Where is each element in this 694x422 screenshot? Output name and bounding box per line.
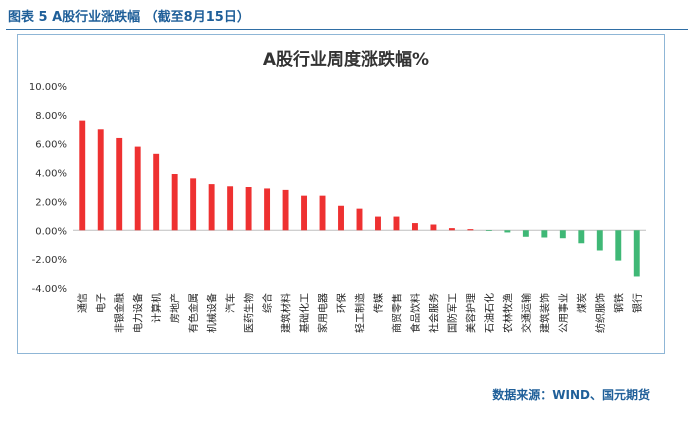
bar <box>116 137 123 231</box>
x-tick-label: 计算机 <box>150 293 163 323</box>
x-tick-label: 综合 <box>261 293 274 313</box>
x-tick-label: 建筑装饰 <box>538 293 551 333</box>
bar <box>301 195 308 231</box>
x-tick-label: 钢铁 <box>612 293 625 313</box>
bar <box>227 186 234 231</box>
bar <box>171 174 178 231</box>
x-tick-label: 基础化工 <box>298 293 311 333</box>
bar <box>467 229 474 231</box>
chart-title: A股行业周度涨跌幅% <box>263 49 429 70</box>
x-tick-label: 医药生物 <box>243 293 256 333</box>
bar <box>596 230 603 251</box>
bar <box>79 120 86 231</box>
bar <box>411 223 418 231</box>
x-tick-label: 银行 <box>631 293 644 313</box>
bar <box>208 184 215 231</box>
caption-rule <box>6 29 688 30</box>
bar <box>430 224 437 231</box>
x-tick-label: 传媒 <box>373 293 385 313</box>
x-tick-label: 电力设备 <box>132 293 145 333</box>
x-tick-label: 石油石化 <box>483 293 496 333</box>
bar <box>319 195 326 231</box>
x-tick-label: 农林牧渔 <box>501 293 514 333</box>
bar <box>338 205 344 231</box>
y-tick-label: 8.00% <box>35 111 67 122</box>
y-tick-label: 6.00% <box>35 140 67 151</box>
x-tick-label: 建筑材料 <box>280 293 293 333</box>
x-tick-label: 通信 <box>77 293 89 313</box>
x-tick-label: 汽车 <box>224 293 237 313</box>
bar <box>356 208 363 231</box>
bar <box>559 230 566 239</box>
x-tick-label: 食品饮料 <box>409 293 422 333</box>
x-tick-label: 煤炭 <box>575 293 588 313</box>
bar <box>485 230 492 232</box>
bar <box>522 230 529 237</box>
bar <box>615 230 622 261</box>
x-axis-labels: 通信 电子 非银金融 电力设备 计算机 房地产 有色金属 机械设备 汽车 医药生物 综合 建筑材料 基础… <box>77 293 644 333</box>
y-tick-label: -2.00% <box>32 255 67 266</box>
y-tick-label: 0.00% <box>35 226 67 237</box>
bar <box>97 129 104 231</box>
bar <box>134 146 141 231</box>
bar-chart: A股行业周度涨跌幅% -4.00% -2.00% 0.00% 2.00% 4.00% 6.… <box>29 49 646 333</box>
y-tick-label: 2.00% <box>35 197 67 208</box>
figure-caption: 图表 5 A股行业涨跌幅 （截至8月15日） <box>8 10 250 25</box>
bar <box>190 178 197 231</box>
chart-frame: A股行业周度涨跌幅% -4.00% -2.00% 0.00% 2.00% 4.00% 6.… <box>17 34 665 354</box>
x-tick-label: 国防军工 <box>446 293 459 333</box>
bar <box>153 153 160 231</box>
x-tick-label: 轻工制造 <box>354 293 367 333</box>
bar <box>504 230 511 233</box>
x-tick-label: 非银金融 <box>113 293 126 333</box>
x-tick-label: 公用事业 <box>557 293 570 333</box>
bar <box>375 216 381 231</box>
y-tick-label: -4.00% <box>32 284 67 295</box>
bar <box>633 230 640 277</box>
x-tick-label: 机械设备 <box>206 293 219 333</box>
x-tick-label: 电子 <box>95 293 108 313</box>
x-tick-label: 交通运输 <box>520 293 533 333</box>
x-tick-label: 社会服务 <box>427 293 440 333</box>
bar <box>393 216 400 231</box>
bar <box>448 228 455 231</box>
x-tick-label: 纺织服饰 <box>594 293 607 333</box>
bar-series <box>79 120 640 277</box>
bar <box>245 187 252 231</box>
x-tick-label: 环保 <box>335 293 348 313</box>
bar <box>541 230 548 238</box>
y-axis: -4.00% -2.00% 0.00% 2.00% 4.00% 6.00% 8.00% 10.… <box>29 82 646 295</box>
y-tick-label: 10.00% <box>29 82 67 93</box>
bar <box>282 189 289 231</box>
data-source: 数据来源：WIND、国元期货 <box>492 388 650 402</box>
x-tick-label: 有色金属 <box>187 293 200 333</box>
x-tick-label: 商贸零售 <box>390 293 403 333</box>
y-tick-label: 4.00% <box>35 169 67 180</box>
x-tick-label: 家用电器 <box>317 293 330 333</box>
bar <box>264 188 271 231</box>
x-tick-label: 美容护理 <box>464 293 477 333</box>
bar <box>578 230 585 244</box>
x-tick-label: 房地产 <box>169 293 182 323</box>
